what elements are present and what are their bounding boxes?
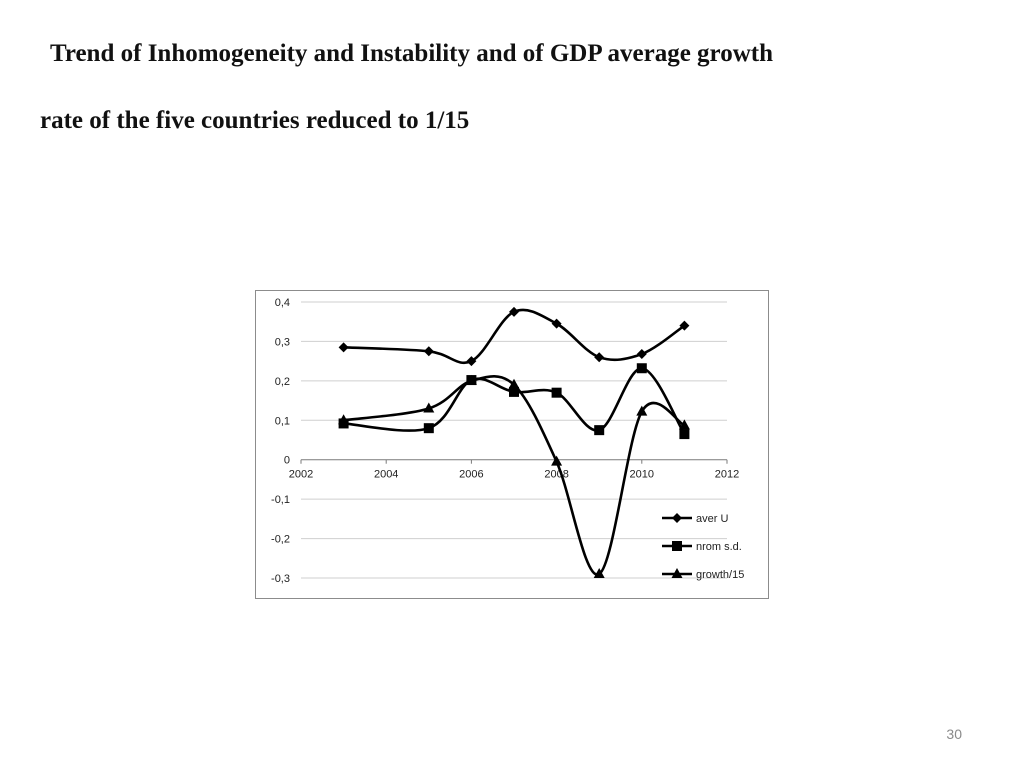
x-tick-label: 2012	[715, 469, 739, 481]
data-point-nrom-s-d	[594, 425, 605, 436]
data-point-nrom-s-d	[423, 423, 434, 434]
legend-label-aver-u: aver U	[696, 513, 728, 525]
legend-label-nrom-s-d: nrom s.d.	[696, 541, 742, 553]
y-tick-label: 0,4	[275, 297, 290, 309]
x-tick-label: 2002	[289, 469, 313, 481]
data-point-growth-15	[423, 402, 435, 413]
series-line-growth-15	[343, 375, 686, 576]
x-tick-label: 2008	[544, 469, 568, 481]
x-tick-label: 2004	[374, 469, 398, 481]
y-tick-label: 0,3	[275, 336, 290, 348]
y-tick-label: -0,2	[271, 534, 290, 546]
data-point-aver-u	[338, 342, 349, 353]
data-point-growth-15	[508, 378, 520, 389]
y-tick-label: -0,3	[271, 573, 290, 585]
slide-title-line-1: Trend of Inhomogeneity and Instability a…	[50, 40, 773, 67]
legend-marker-aver-u	[672, 513, 682, 523]
slide-title-line-2: rate of the five countries reduced to 1/…	[40, 107, 470, 134]
data-point-aver-u	[636, 349, 647, 360]
data-point-nrom-s-d	[509, 386, 519, 397]
legend-marker-nrom-s-d	[672, 541, 682, 551]
y-tick-label: 0,2	[275, 376, 290, 388]
x-tick-label: 2006	[459, 469, 483, 481]
line-chart: 0,4 0,3 0,2 0,1 0 -0,1 -0,2 -0,3 2002 2004 2006 200…	[271, 297, 744, 585]
y-tick-label: 0,1	[275, 415, 290, 427]
data-point-nrom-s-d	[636, 363, 647, 374]
data-point-nrom-s-d	[679, 429, 690, 440]
data-point-aver-u	[551, 318, 562, 329]
data-point-aver-u	[679, 320, 690, 331]
data-point-aver-u	[466, 356, 477, 367]
series-line-aver-u	[343, 308, 686, 365]
data-point-nrom-s-d	[551, 387, 562, 398]
data-point-aver-u	[509, 306, 519, 317]
y-tick-label: -0,1	[271, 494, 290, 506]
page-number: 30	[946, 726, 962, 742]
data-point-growth-15	[593, 568, 605, 579]
legend-marker-growth-15	[671, 568, 683, 578]
x-tick-label: 2010	[630, 469, 654, 481]
data-point-growth-15	[338, 414, 350, 425]
chart-frame: 0,4 0,3 0,2 0,1 0 -0,1 -0,2 -0,3 2002 2004 2006 200…	[255, 290, 769, 599]
data-point-growth-15	[551, 455, 563, 466]
legend-label-growth-15: growth/15	[696, 569, 744, 581]
data-point-growth-15	[678, 419, 690, 430]
series-line-nrom-s-d	[343, 366, 686, 435]
data-point-aver-u	[594, 352, 605, 363]
data-point-growth-15	[636, 405, 648, 416]
data-point-aver-u	[423, 346, 434, 357]
data-point-growth-15	[465, 374, 477, 385]
y-tick-label: 0	[284, 455, 290, 467]
